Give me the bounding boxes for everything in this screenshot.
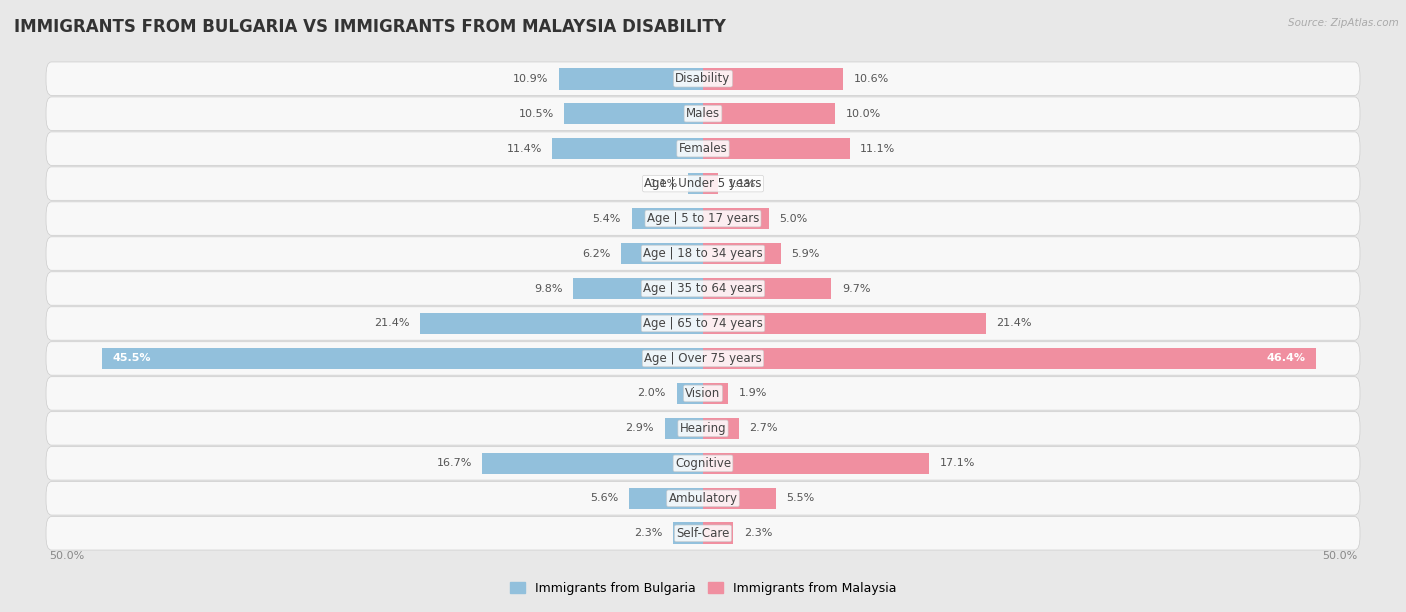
FancyBboxPatch shape xyxy=(46,97,1360,130)
Legend: Immigrants from Bulgaria, Immigrants from Malaysia: Immigrants from Bulgaria, Immigrants fro… xyxy=(505,577,901,600)
Text: 2.9%: 2.9% xyxy=(626,424,654,433)
Text: Source: ZipAtlas.com: Source: ZipAtlas.com xyxy=(1288,18,1399,28)
FancyBboxPatch shape xyxy=(46,517,1360,550)
Bar xyxy=(101,348,703,369)
FancyBboxPatch shape xyxy=(46,307,1360,340)
Bar xyxy=(703,313,986,334)
Text: 45.5%: 45.5% xyxy=(112,354,150,364)
Text: Vision: Vision xyxy=(685,387,721,400)
FancyBboxPatch shape xyxy=(46,62,1360,95)
Text: 50.0%: 50.0% xyxy=(1322,551,1357,561)
Text: 6.2%: 6.2% xyxy=(582,248,610,258)
Text: 1.9%: 1.9% xyxy=(738,389,768,398)
Text: Ambulatory: Ambulatory xyxy=(668,492,738,505)
Bar xyxy=(564,103,703,124)
Bar xyxy=(676,382,703,405)
Text: 11.4%: 11.4% xyxy=(506,144,541,154)
Text: 21.4%: 21.4% xyxy=(374,318,409,329)
Bar xyxy=(703,278,831,299)
Text: Age | 5 to 17 years: Age | 5 to 17 years xyxy=(647,212,759,225)
FancyBboxPatch shape xyxy=(46,272,1360,305)
Text: IMMIGRANTS FROM BULGARIA VS IMMIGRANTS FROM MALAYSIA DISABILITY: IMMIGRANTS FROM BULGARIA VS IMMIGRANTS F… xyxy=(14,18,725,36)
Text: Age | 35 to 64 years: Age | 35 to 64 years xyxy=(643,282,763,295)
Bar xyxy=(703,523,734,544)
Bar xyxy=(420,313,703,334)
Bar xyxy=(703,207,769,230)
Bar xyxy=(703,173,717,195)
Bar xyxy=(672,523,703,544)
Bar xyxy=(703,103,835,124)
Bar xyxy=(703,382,728,405)
Text: 46.4%: 46.4% xyxy=(1267,354,1306,364)
Text: 10.5%: 10.5% xyxy=(519,109,554,119)
FancyBboxPatch shape xyxy=(46,341,1360,375)
Bar xyxy=(560,68,703,89)
Bar xyxy=(703,348,1316,369)
Text: Self-Care: Self-Care xyxy=(676,527,730,540)
FancyBboxPatch shape xyxy=(46,377,1360,410)
Text: 10.6%: 10.6% xyxy=(853,73,889,84)
Text: 5.4%: 5.4% xyxy=(593,214,621,223)
Text: 10.9%: 10.9% xyxy=(513,73,548,84)
Bar xyxy=(574,278,703,299)
Text: 10.0%: 10.0% xyxy=(846,109,882,119)
Text: Males: Males xyxy=(686,107,720,120)
Text: 1.1%: 1.1% xyxy=(650,179,678,188)
Text: Disability: Disability xyxy=(675,72,731,85)
Bar xyxy=(553,138,703,160)
FancyBboxPatch shape xyxy=(46,132,1360,165)
Text: Age | Under 5 years: Age | Under 5 years xyxy=(644,177,762,190)
Bar xyxy=(703,417,738,439)
Text: 5.9%: 5.9% xyxy=(792,248,820,258)
Bar xyxy=(703,138,849,160)
Text: 2.7%: 2.7% xyxy=(749,424,778,433)
Text: 2.3%: 2.3% xyxy=(744,528,772,539)
Text: 50.0%: 50.0% xyxy=(49,551,84,561)
Bar xyxy=(703,452,929,474)
FancyBboxPatch shape xyxy=(46,202,1360,235)
FancyBboxPatch shape xyxy=(46,412,1360,445)
Text: Cognitive: Cognitive xyxy=(675,457,731,470)
FancyBboxPatch shape xyxy=(46,447,1360,480)
FancyBboxPatch shape xyxy=(46,167,1360,200)
Text: Females: Females xyxy=(679,142,727,155)
Text: 5.6%: 5.6% xyxy=(591,493,619,503)
Text: 11.1%: 11.1% xyxy=(860,144,896,154)
Bar xyxy=(689,173,703,195)
Bar xyxy=(703,68,844,89)
Text: 5.0%: 5.0% xyxy=(780,214,808,223)
FancyBboxPatch shape xyxy=(46,482,1360,515)
Bar xyxy=(631,207,703,230)
Text: 5.5%: 5.5% xyxy=(786,493,814,503)
Bar xyxy=(621,243,703,264)
Bar xyxy=(628,488,703,509)
Bar xyxy=(665,417,703,439)
Text: 1.1%: 1.1% xyxy=(728,179,756,188)
Bar xyxy=(482,452,703,474)
Text: 2.3%: 2.3% xyxy=(634,528,662,539)
Text: Age | 18 to 34 years: Age | 18 to 34 years xyxy=(643,247,763,260)
Text: 16.7%: 16.7% xyxy=(436,458,471,468)
Text: 9.8%: 9.8% xyxy=(534,283,562,294)
Bar xyxy=(703,488,776,509)
Text: Age | Over 75 years: Age | Over 75 years xyxy=(644,352,762,365)
Text: 21.4%: 21.4% xyxy=(997,318,1032,329)
Text: 2.0%: 2.0% xyxy=(637,389,666,398)
FancyBboxPatch shape xyxy=(46,237,1360,271)
Bar xyxy=(703,243,780,264)
Text: Hearing: Hearing xyxy=(679,422,727,435)
Text: 9.7%: 9.7% xyxy=(842,283,870,294)
Text: Age | 65 to 74 years: Age | 65 to 74 years xyxy=(643,317,763,330)
Text: 17.1%: 17.1% xyxy=(939,458,974,468)
